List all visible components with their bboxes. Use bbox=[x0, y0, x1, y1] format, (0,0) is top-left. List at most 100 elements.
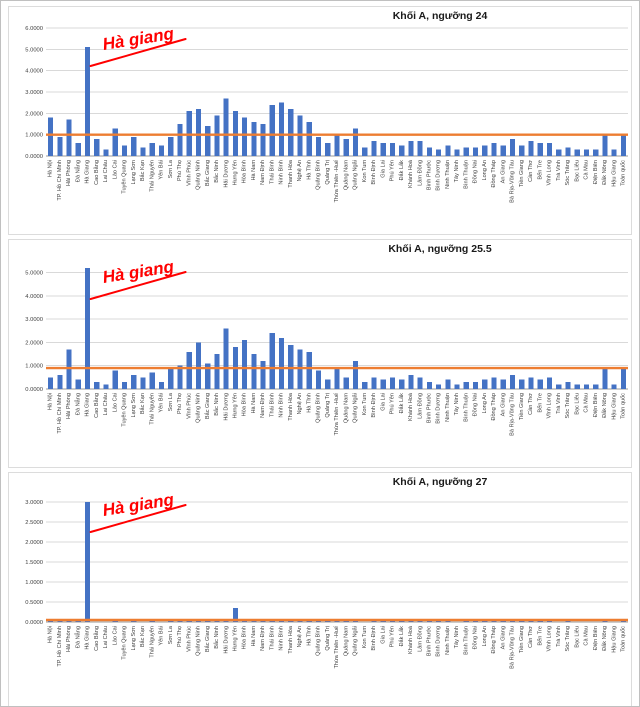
bar bbox=[417, 621, 423, 622]
bar bbox=[546, 143, 553, 156]
bar bbox=[528, 377, 534, 389]
x-tick-label: Lai Châu bbox=[103, 160, 109, 182]
x-tick-label: Cà Mau bbox=[584, 160, 590, 180]
x-tick-label: Vĩnh Phúc bbox=[186, 626, 192, 652]
bar bbox=[537, 143, 543, 156]
bar bbox=[380, 143, 386, 156]
x-tick-label: Hà Nội bbox=[48, 393, 54, 410]
bar bbox=[214, 354, 220, 389]
bar bbox=[260, 361, 266, 389]
x-tick-label: Tiền Giang bbox=[519, 160, 525, 187]
x-tick-label: Hưng Yên bbox=[232, 626, 238, 651]
x-tick-label: Hải Phòng bbox=[66, 626, 72, 652]
x-tick-label: Quảng Ngãi bbox=[353, 626, 359, 656]
x-tick-label: Quảng Bình bbox=[316, 626, 322, 656]
bar bbox=[509, 375, 516, 389]
bar bbox=[131, 375, 137, 389]
bar bbox=[472, 621, 479, 622]
x-tick-label: Bình Dương bbox=[436, 160, 442, 191]
x-labels-group: Hà Nội TP. Hồ Chí Minh Hải Phòng Đà Nẵng Hà … bbox=[48, 392, 627, 436]
x-tick-label: Thái Nguyên bbox=[149, 393, 155, 425]
bar bbox=[315, 370, 322, 389]
x-tick-label: Đồng Tháp bbox=[491, 626, 497, 654]
annotation-text: Hà giang bbox=[101, 490, 175, 520]
y-tick-label: 1.0000 bbox=[25, 580, 43, 586]
bar bbox=[112, 621, 118, 622]
x-tick-label: Cần Thơ bbox=[528, 626, 534, 648]
x-tick-label: Thái Bình bbox=[269, 160, 275, 184]
bar bbox=[75, 143, 81, 156]
bar bbox=[269, 333, 275, 389]
chart-panel-nguong-27: 0.0000 0.5000 1.0000 1.5000 2.0000 2.5000 3.00… bbox=[8, 472, 632, 706]
bar bbox=[528, 621, 534, 622]
x-tick-label: An Giang bbox=[500, 160, 506, 183]
bar bbox=[306, 620, 312, 622]
x-tick-label: Đồng Nai bbox=[473, 160, 479, 183]
x-tick-label: Ninh Thuận bbox=[445, 160, 451, 189]
gridlines bbox=[46, 501, 628, 623]
bar bbox=[251, 620, 257, 622]
bar bbox=[205, 363, 211, 389]
bar bbox=[149, 143, 155, 156]
bar bbox=[500, 145, 506, 156]
x-tick-label: Bình Dương bbox=[436, 393, 442, 424]
x-tick-label: Hà Nam bbox=[251, 626, 257, 647]
x-tick-label: Hà Tĩnh bbox=[306, 160, 312, 180]
x-tick-label: Cà Mau bbox=[584, 626, 590, 646]
x-tick-label: Điện Biên bbox=[593, 393, 599, 417]
bar bbox=[463, 382, 469, 389]
x-tick-label: Bình Định bbox=[371, 626, 377, 651]
bar bbox=[334, 621, 340, 622]
bar bbox=[48, 621, 54, 622]
x-tick-label: Phú Thọ bbox=[177, 393, 183, 414]
bar bbox=[565, 382, 571, 389]
x-tick-label: Quảng Bình bbox=[316, 160, 322, 190]
bar bbox=[371, 621, 377, 622]
x-tick-label: Thái Nguyên bbox=[149, 160, 155, 192]
bar bbox=[509, 138, 516, 156]
y-tick-label: 1.0000 bbox=[25, 133, 43, 139]
bar bbox=[454, 384, 460, 389]
x-tick-label: Ninh Thuận bbox=[445, 626, 451, 655]
x-tick-label: An Giang bbox=[500, 626, 506, 649]
x-tick-label: Hà Giang bbox=[85, 160, 91, 184]
x-tick-label: Thừa Thiên -Huế bbox=[334, 159, 340, 202]
bar bbox=[260, 620, 266, 622]
x-tick-label: Bắc Giang bbox=[204, 393, 211, 419]
x-tick-label: Trà Vinh bbox=[556, 393, 562, 414]
bar bbox=[131, 136, 137, 156]
x-tick-label: Tây Ninh bbox=[454, 626, 460, 648]
x-tick-label: Thanh Hóa bbox=[288, 159, 294, 188]
bar bbox=[537, 621, 543, 622]
x-tick-label: Lạng Sơn bbox=[131, 160, 137, 185]
bar bbox=[75, 621, 81, 622]
x-tick-label: Yên Bái bbox=[159, 393, 165, 413]
y-tick-label: 2.0000 bbox=[25, 340, 43, 346]
x-tick-label: Bắc Kạn bbox=[139, 626, 146, 647]
x-tick-label: Bắc Ninh bbox=[213, 160, 220, 183]
x-tick-label: Bình Dương bbox=[436, 626, 442, 657]
x-tick-label: Toàn quốc bbox=[620, 160, 626, 186]
x-tick-label: Bến Tre bbox=[537, 393, 543, 413]
bar bbox=[389, 143, 396, 156]
bar bbox=[399, 145, 405, 156]
bar bbox=[334, 134, 340, 156]
bar bbox=[519, 379, 525, 389]
bar bbox=[288, 109, 294, 156]
bar bbox=[57, 620, 63, 622]
bar bbox=[362, 147, 368, 156]
x-tick-label: Đắk Lắk bbox=[398, 160, 405, 181]
x-tick-label: Bình Phước bbox=[426, 626, 432, 656]
x-tick-label: Quảng Ngãi bbox=[353, 393, 359, 423]
bar bbox=[343, 621, 349, 622]
bar bbox=[445, 145, 451, 156]
x-tick-label: Bình Định bbox=[371, 160, 377, 185]
bar-chart-nguong-25-5: 0.0000 1.0000 2.0000 3.0000 4.0000 5.0000 Hà N… bbox=[25, 243, 628, 436]
bar bbox=[426, 621, 432, 622]
x-tick-label: Tiền Giang bbox=[519, 626, 525, 653]
bar bbox=[399, 379, 405, 389]
bar bbox=[177, 124, 183, 156]
x-tick-label: Tuyên Quang bbox=[122, 626, 128, 660]
x-tick-label: Bà Rịa-Vũng Tàu bbox=[510, 393, 516, 436]
chart-title: Khối A, ngưỡng 25.5 bbox=[388, 243, 492, 255]
